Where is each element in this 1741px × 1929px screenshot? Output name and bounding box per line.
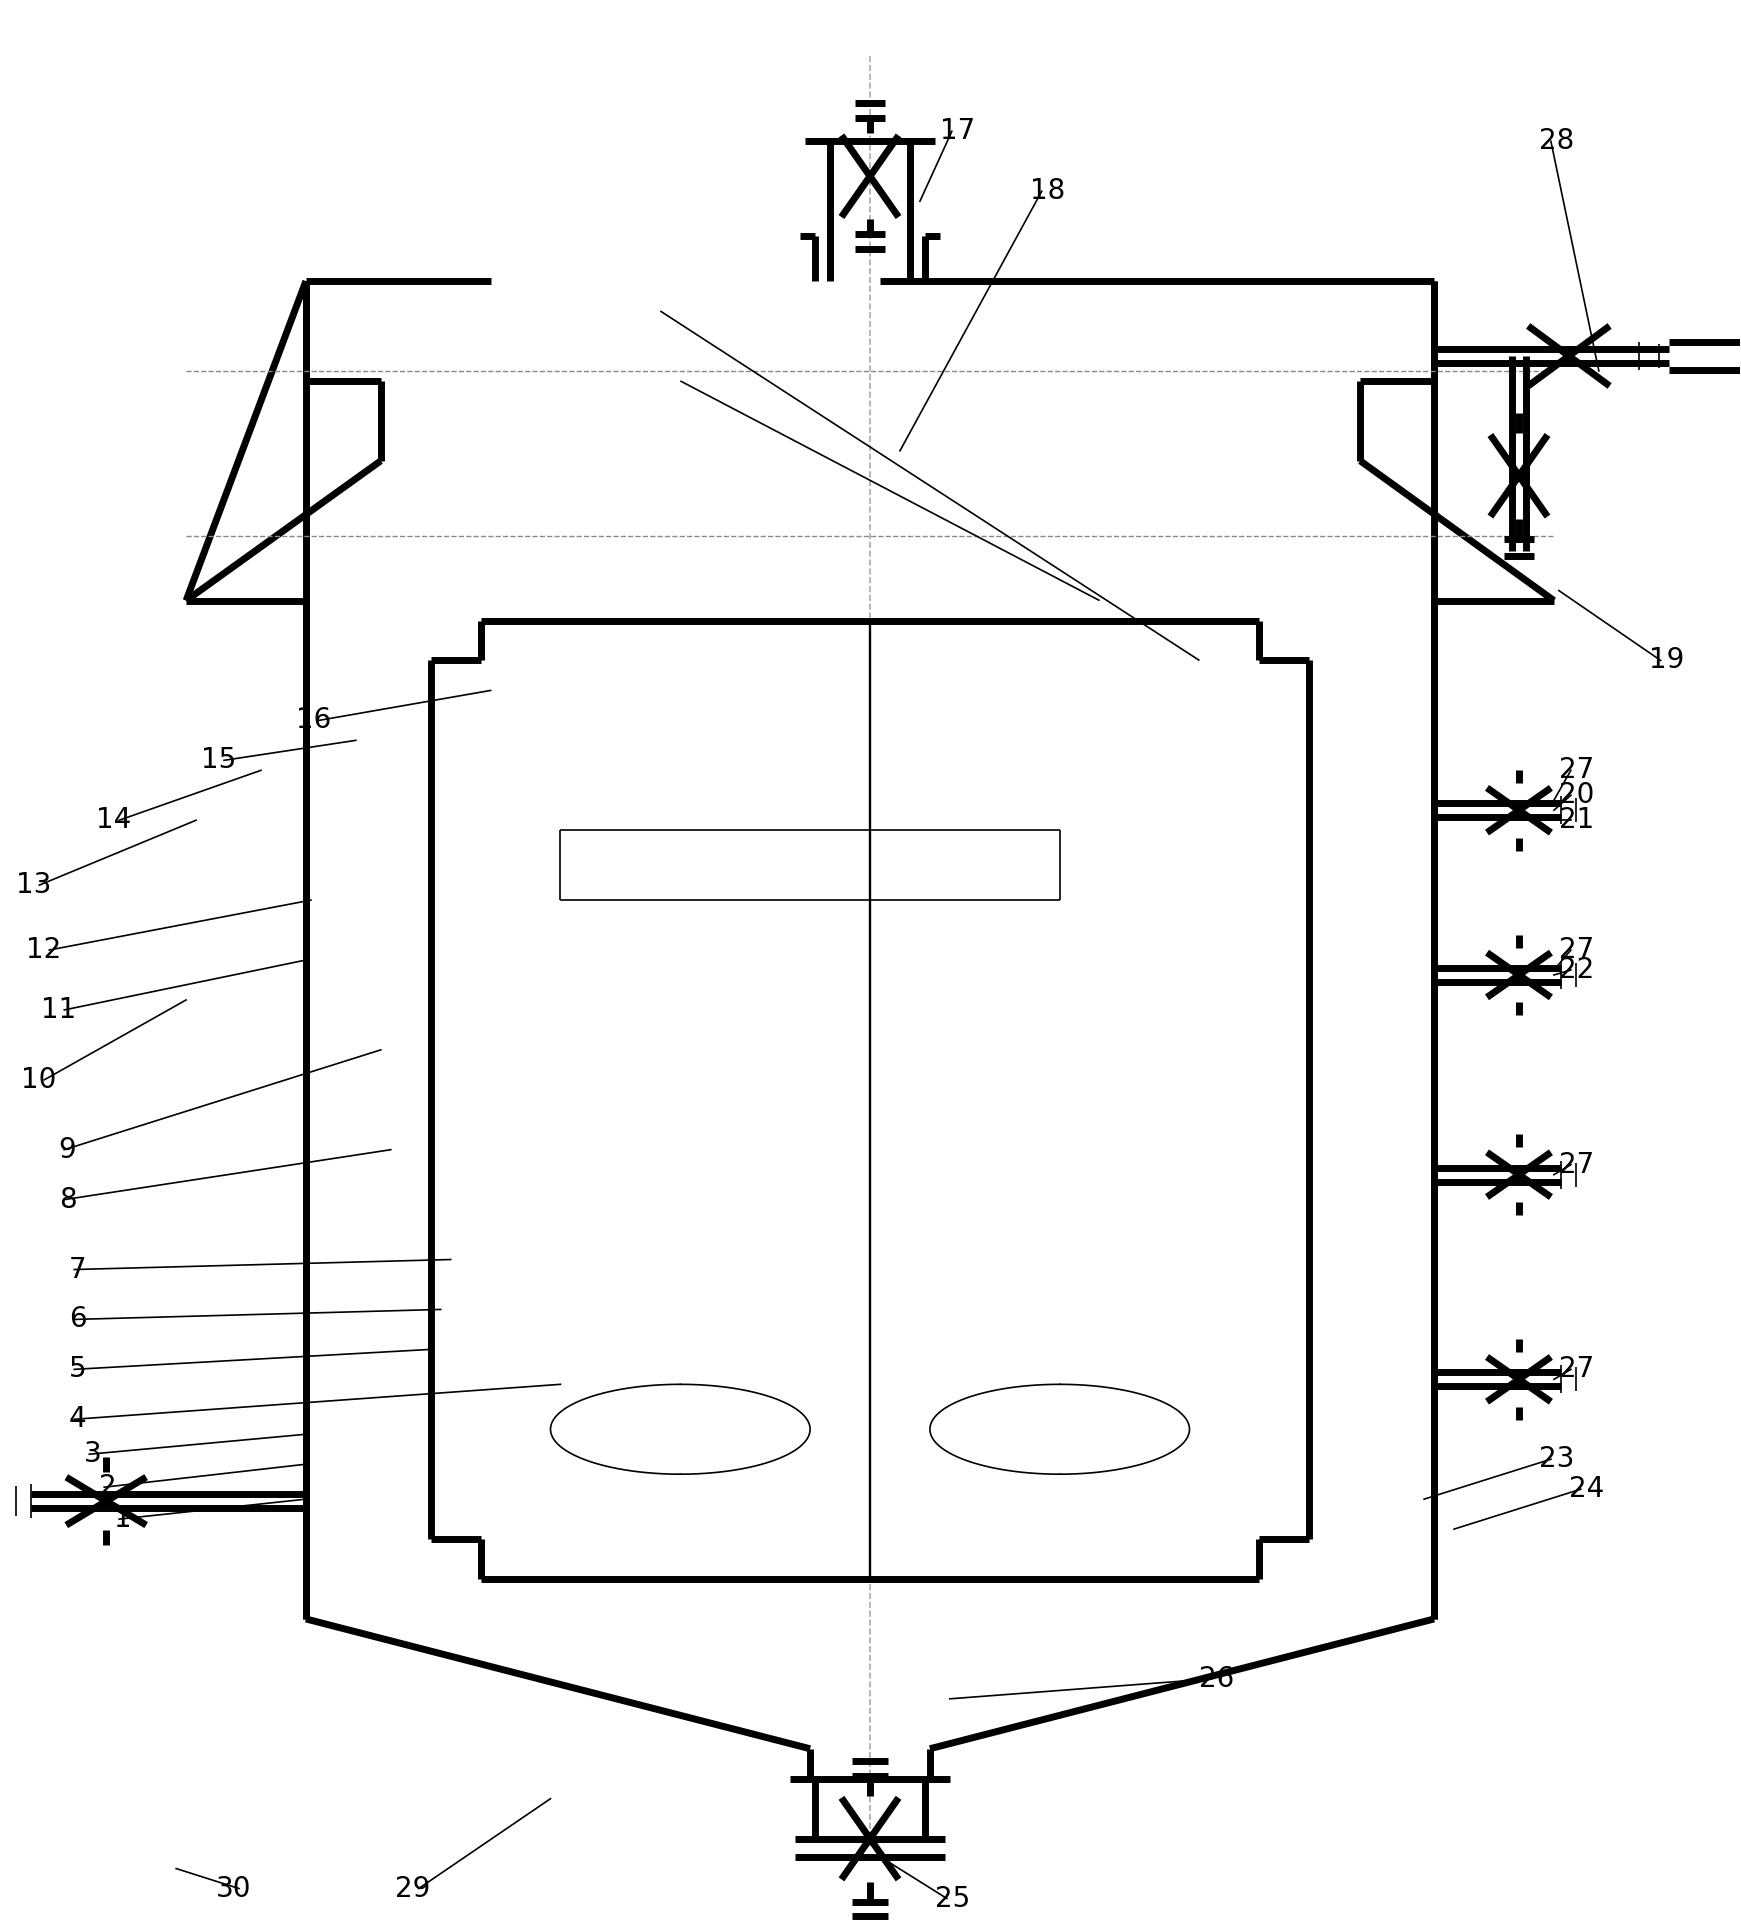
Text: 27: 27 (1558, 936, 1595, 964)
Text: 28: 28 (1539, 127, 1574, 156)
Text: 7: 7 (68, 1256, 87, 1283)
Text: 19: 19 (1649, 646, 1684, 675)
Text: 14: 14 (96, 806, 131, 833)
Text: 2: 2 (99, 1474, 117, 1501)
Text: 10: 10 (21, 1067, 56, 1094)
Text: 4: 4 (68, 1404, 87, 1433)
Text: 30: 30 (216, 1875, 251, 1902)
Text: 17: 17 (940, 118, 975, 145)
Text: 15: 15 (200, 747, 237, 774)
Text: 9: 9 (59, 1136, 77, 1163)
Text: 22: 22 (1558, 957, 1595, 984)
Text: 29: 29 (395, 1875, 430, 1902)
Text: 27: 27 (1558, 1356, 1595, 1383)
Text: 24: 24 (1569, 1476, 1603, 1503)
Text: 1: 1 (113, 1505, 131, 1534)
Text: 11: 11 (42, 995, 77, 1024)
Text: 16: 16 (296, 706, 331, 735)
Text: 25: 25 (935, 1885, 970, 1912)
Text: 6: 6 (68, 1306, 87, 1333)
Text: 3: 3 (84, 1441, 101, 1468)
Text: 18: 18 (1029, 177, 1065, 204)
Text: 5: 5 (68, 1356, 87, 1383)
Text: 21: 21 (1558, 806, 1595, 833)
Text: 26: 26 (1200, 1665, 1234, 1694)
Text: 13: 13 (16, 872, 50, 899)
Text: 20: 20 (1558, 781, 1595, 810)
Text: 12: 12 (26, 936, 61, 964)
Text: 23: 23 (1539, 1445, 1574, 1474)
Text: 8: 8 (59, 1186, 77, 1213)
Text: 27: 27 (1558, 756, 1595, 785)
Text: 27: 27 (1558, 1152, 1595, 1179)
